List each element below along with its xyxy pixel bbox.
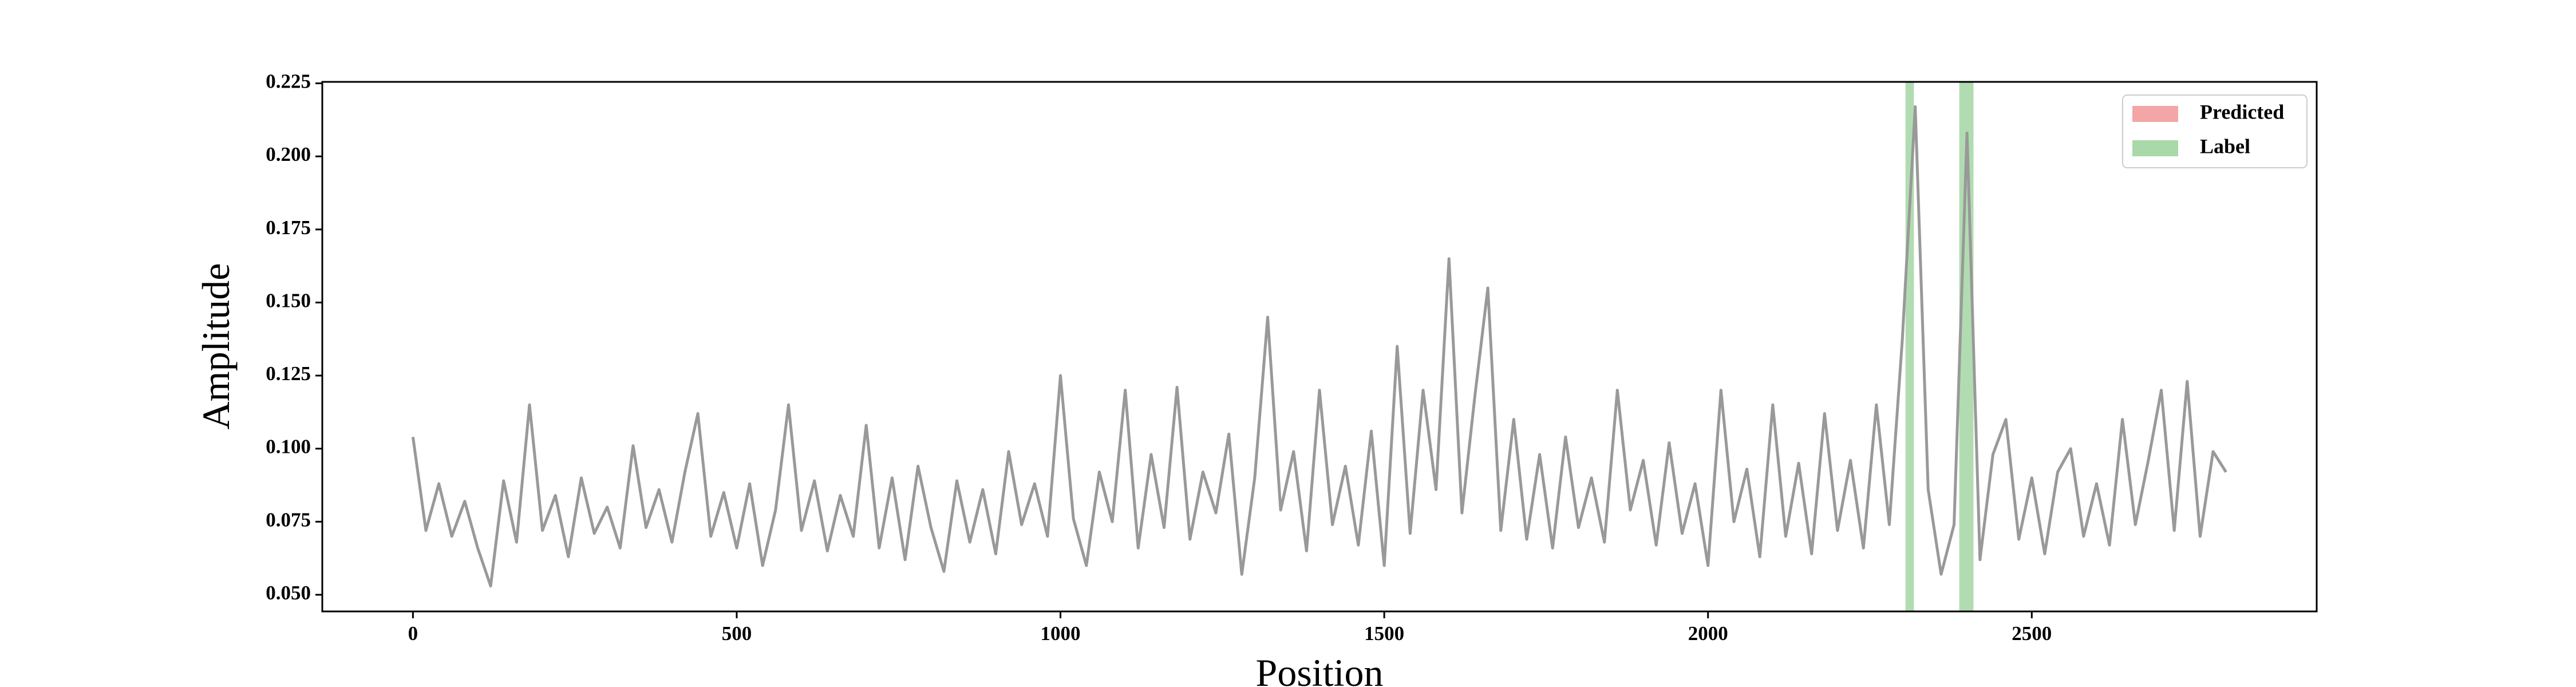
- x-tick-label: 1500: [1364, 622, 1404, 645]
- plot-frame: [321, 81, 2318, 613]
- x-axis-label: Position: [1256, 651, 1384, 687]
- y-axis-label: Amplitude: [194, 263, 238, 430]
- label-span: [1905, 82, 1914, 611]
- x-tick-label: 0: [408, 622, 418, 645]
- legend: Predicted Label: [2122, 94, 2308, 168]
- x-tick-label: 2000: [1688, 622, 1728, 645]
- x-tick-label: 500: [722, 622, 752, 645]
- y-tick-label: 0.075: [266, 508, 311, 531]
- legend-label: Label: [2200, 135, 2250, 157]
- y-tick-label: 0.150: [266, 289, 311, 311]
- axes-layer: 0 500 1000 1500 2000 2500 0.050 0.075 0.100 0.125…: [266, 70, 2052, 645]
- amplitude-line: [411, 105, 2227, 588]
- plot-layer: [411, 105, 2227, 588]
- x-tick-label: 1000: [1041, 622, 1081, 645]
- x-tick-label: 2500: [2012, 622, 2052, 645]
- legend-swatch: [2132, 106, 2178, 122]
- y-tick-label: 0.175: [266, 216, 311, 239]
- y-tick-label: 0.050: [266, 582, 311, 604]
- y-tick-label: 0.100: [266, 436, 311, 458]
- y-tick-label: 0.200: [266, 143, 311, 165]
- span-layer: [1905, 82, 1974, 611]
- legend-swatch: [2132, 140, 2178, 156]
- y-tick-label: 0.225: [266, 70, 311, 93]
- y-tick-label: 0.125: [266, 362, 311, 385]
- legend-label: Predicted: [2200, 100, 2284, 123]
